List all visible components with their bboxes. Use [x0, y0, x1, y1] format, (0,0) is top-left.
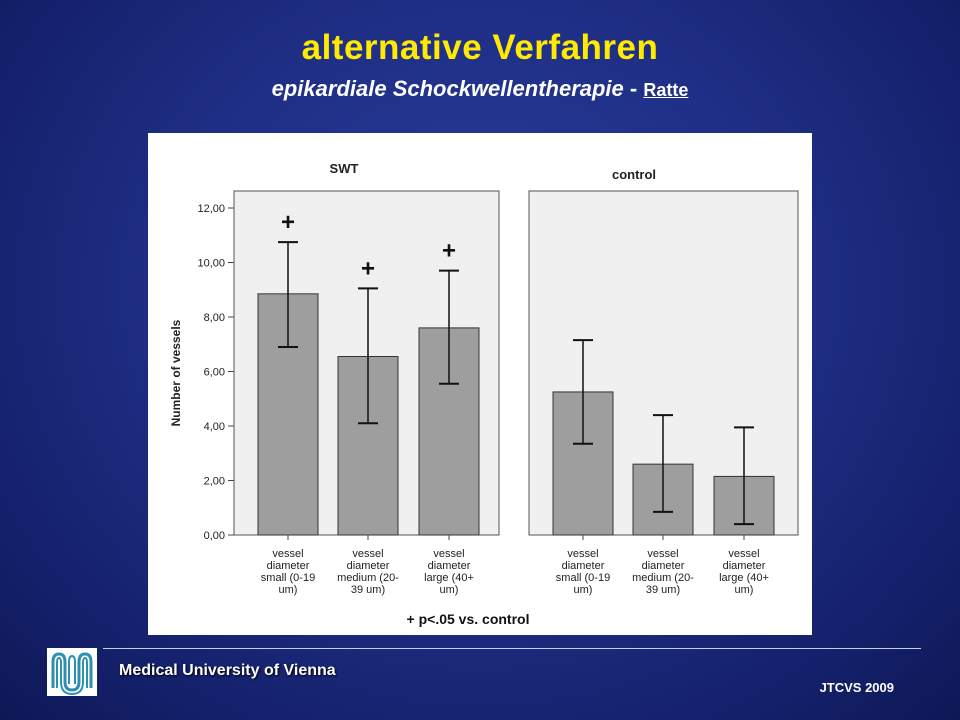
x-tick-label-line: diameter: [267, 560, 310, 572]
x-tick-label-line: diameter: [642, 560, 685, 572]
x-tick-label-line: um): [574, 584, 593, 596]
x-tick-label-line: vessel: [647, 548, 678, 560]
x-tick-label-line: um): [279, 584, 298, 596]
x-tick-label-line: vessel: [272, 548, 303, 560]
bar-chart: 0,00 2,00 4,00 6,00 8,00 10,00 12,00 Number of …: [169, 161, 799, 627]
y-tick-label: 12,00: [197, 203, 225, 215]
footer-university: Medical University of Vienna: [119, 662, 336, 679]
slide-title: alternative Verfahren: [301, 28, 659, 67]
x-tick-label-line: 39 um): [646, 584, 680, 596]
chart-footnote: + p<.05 vs. control: [407, 611, 530, 627]
panel-title: SWT: [330, 161, 359, 176]
subtitle-main: epikardiale Schockwellentherapie: [271, 76, 624, 101]
panel-title: control: [612, 167, 656, 182]
x-tick-label: vessel diameter large (40+ um): [719, 548, 769, 596]
y-axis-label: Number of vessels: [169, 319, 183, 426]
university-logo-icon: [47, 648, 97, 696]
y-tick-label: 0,00: [204, 530, 225, 542]
y-tick-label: 2,00: [204, 476, 225, 488]
x-tick-label-line: small (0-19: [261, 572, 315, 584]
x-tick-label: vessel diameter medium (20-39 um): [337, 548, 399, 596]
x-tick-label-line: medium (20-: [337, 572, 399, 584]
footer-divider: [103, 648, 921, 649]
x-tick-label-line: vessel: [352, 548, 383, 560]
x-tick-label-line: diameter: [428, 560, 471, 572]
x-tick-label-line: 39 um): [351, 584, 385, 596]
chart-container: 0,00 2,00 4,00 6,00 8,00 10,00 12,00 Number of …: [148, 133, 812, 635]
slide-subtitle: epikardiale Schockwellentherapie - Ratte: [0, 76, 960, 102]
x-tick-label-line: medium (20-: [632, 572, 694, 584]
x-tick-label-line: vessel: [567, 548, 598, 560]
x-tick-label-line: um): [440, 584, 459, 596]
x-tick-label-line: diameter: [347, 560, 390, 572]
y-tick-label: 8,00: [204, 312, 225, 324]
significance-marker: +: [442, 238, 456, 265]
x-tick-label-line: diameter: [562, 560, 605, 572]
y-tick-label: 4,00: [204, 421, 225, 433]
y-tick-label: 10,00: [197, 258, 225, 270]
x-tick-label-line: large (40+: [719, 572, 769, 584]
x-tick-label-line: small (0-19: [556, 572, 610, 584]
x-tick-label-line: vessel: [433, 548, 464, 560]
x-tick-label: vessel diameter large (40+ um): [424, 548, 474, 596]
x-tick-label: vessel diameter small (0-19 um): [261, 548, 315, 596]
significance-marker: +: [361, 255, 375, 282]
x-tick-label: vessel diameter medium (20-39 um): [632, 548, 694, 596]
significance-marker: +: [281, 209, 295, 236]
x-tick-label-line: diameter: [723, 560, 766, 572]
subtitle-link[interactable]: Ratte: [643, 80, 689, 100]
subtitle-separator: -: [623, 76, 644, 101]
y-tick-label: 6,00: [204, 367, 225, 379]
x-tick-label-line: um): [735, 584, 754, 596]
x-tick-label-line: vessel: [728, 548, 759, 560]
footer-journal: JTCVS 2009: [819, 680, 894, 695]
x-tick-label-line: large (40+: [424, 572, 474, 584]
x-tick-label: vessel diameter small (0-19 um): [556, 548, 610, 596]
